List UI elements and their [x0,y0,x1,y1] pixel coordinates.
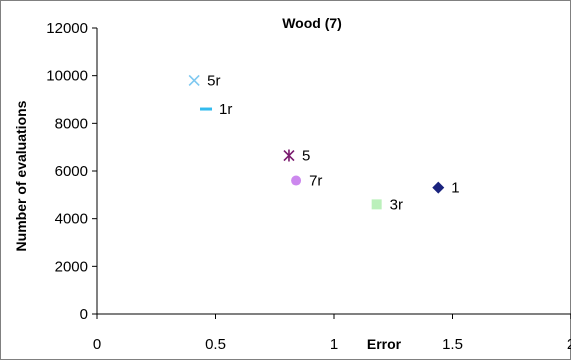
y-tick-label: 0 [80,306,88,323]
square-marker [371,199,382,210]
x-tick-label: 0 [93,336,101,353]
data-point-label: 3r [390,196,403,213]
data-point-5r: 5r [188,72,221,89]
data-point-3r: 3r [371,196,403,213]
x-axis-title: Error [367,336,402,352]
x-tick-label: 2 [567,336,571,353]
circle-marker [291,175,302,186]
data-points: 5r 1r 5 7r 3r 1 [188,72,460,213]
x-tick-label: 0.5 [205,336,226,353]
y-axis-ticks: 0 2000 4000 6000 8000 10000 12000 [46,20,97,323]
x-marker [188,74,200,86]
x-tick-label: 1.5 [442,336,463,353]
x-tick-label: 1 [330,336,338,353]
asterisk-marker [283,149,295,162]
y-tick-label: 10000 [46,68,88,85]
data-point-1: 1 [432,180,460,197]
diamond-marker [432,181,445,194]
y-tick-label: 6000 [55,163,88,180]
data-point-label: 5 [302,148,310,165]
chart-title: Wood (7) [282,15,342,31]
data-point-label: 5r [207,72,220,89]
y-axis-title: Number of evaluations [13,100,29,251]
data-point-7r: 7r [291,173,322,190]
data-point-label: 1r [219,101,232,118]
data-point-label: 7r [309,173,322,190]
x-axis-ticks: 0 0.5 1 1.5 2 [93,314,571,353]
y-tick-label: 2000 [55,258,88,275]
y-tick-label: 4000 [55,211,88,228]
y-tick-label: 8000 [55,115,88,132]
data-point-5: 5 [283,148,310,165]
y-tick-label: 12000 [46,20,88,37]
data-point-label: 1 [451,180,459,197]
data-point-1r: 1r [200,101,232,118]
